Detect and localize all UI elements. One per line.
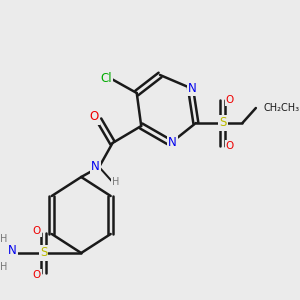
Text: N: N bbox=[8, 244, 16, 256]
Text: N: N bbox=[188, 82, 197, 94]
Text: H: H bbox=[1, 234, 8, 244]
Text: N: N bbox=[91, 160, 100, 173]
Text: O: O bbox=[89, 110, 98, 124]
Text: O: O bbox=[32, 226, 40, 236]
Text: S: S bbox=[219, 116, 226, 130]
Text: O: O bbox=[32, 270, 40, 280]
Text: N: N bbox=[168, 136, 177, 149]
Text: H: H bbox=[112, 177, 120, 187]
Text: Cl: Cl bbox=[100, 71, 112, 85]
Text: H: H bbox=[1, 262, 8, 272]
Text: CH₂CH₃: CH₂CH₃ bbox=[263, 103, 299, 113]
Text: O: O bbox=[226, 95, 234, 105]
Text: O: O bbox=[226, 141, 234, 151]
Text: S: S bbox=[40, 247, 47, 260]
